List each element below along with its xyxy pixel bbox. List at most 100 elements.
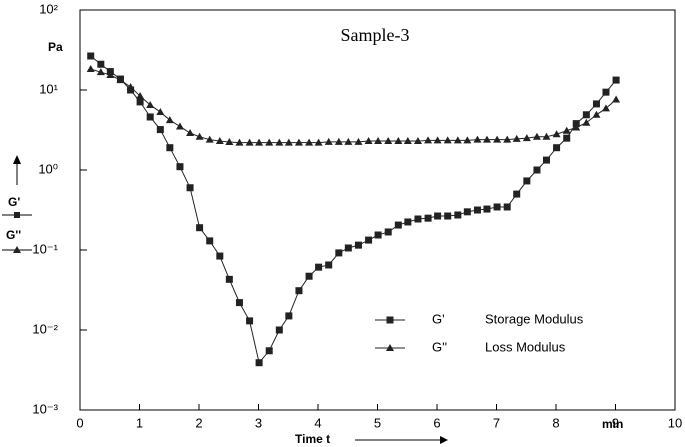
y-axis-symbol: [2, 212, 32, 218]
x-tick-label: 7: [493, 415, 500, 430]
marker: [156, 108, 165, 116]
marker: [186, 184, 194, 192]
series-line: [90, 68, 617, 144]
marker: [473, 206, 481, 214]
marker: [215, 137, 224, 145]
marker: [315, 263, 323, 271]
marker: [246, 317, 254, 325]
y-tick-label: 10⁻²: [32, 321, 58, 336]
marker: [374, 231, 382, 239]
marker: [285, 312, 293, 320]
x-tick-label: 8: [552, 415, 559, 430]
marker: [186, 129, 195, 137]
marker: [601, 104, 610, 112]
marker: [96, 68, 105, 76]
marker: [255, 359, 263, 367]
marker: [453, 136, 462, 144]
marker: [463, 136, 472, 144]
marker: [582, 111, 590, 119]
marker: [552, 130, 561, 138]
marker: [294, 138, 303, 146]
marker: [473, 135, 482, 143]
marker: [354, 137, 363, 145]
x-tick-label: 4: [314, 415, 321, 430]
legend-name: G': [432, 311, 445, 326]
marker: [305, 272, 313, 280]
marker: [354, 241, 362, 249]
marker: [592, 100, 600, 108]
marker: [146, 113, 154, 121]
marker: [374, 137, 383, 145]
marker: [542, 132, 551, 140]
marker: [334, 137, 343, 145]
marker: [424, 136, 433, 144]
marker: [364, 137, 373, 145]
marker: [305, 138, 314, 146]
marker: [463, 208, 471, 216]
y-axis-symbol: [2, 246, 32, 253]
marker: [532, 132, 541, 140]
y-tick-label: 10¹: [39, 81, 58, 96]
legend-marker: [386, 344, 394, 351]
marker: [86, 65, 95, 73]
y-unit: Pa: [48, 40, 63, 54]
marker: [97, 60, 105, 68]
marker: [503, 203, 511, 211]
x-tick-label: 9: [612, 415, 619, 430]
marker: [424, 214, 432, 222]
marker: [136, 92, 145, 100]
marker: [335, 249, 343, 257]
marker: [394, 137, 403, 145]
marker: [156, 126, 164, 134]
marker: [225, 275, 233, 283]
marker: [454, 211, 462, 219]
marker: [275, 138, 284, 146]
marker: [265, 138, 274, 146]
marker: [533, 166, 541, 174]
y-tick-label: 10⁻³: [32, 401, 58, 416]
marker: [414, 215, 422, 223]
marker: [493, 203, 501, 211]
marker: [235, 299, 243, 307]
marker: [503, 135, 512, 143]
x-tick-label: 2: [195, 415, 202, 430]
marker: [325, 261, 333, 269]
y-arrow: [13, 155, 21, 185]
marker: [394, 221, 402, 229]
marker: [106, 70, 115, 78]
marker: [404, 218, 412, 226]
marker: [165, 116, 174, 124]
marker: [434, 212, 442, 220]
x-unit: min: [602, 417, 623, 431]
marker: [87, 52, 95, 60]
marker: [275, 326, 283, 334]
marker: [146, 100, 155, 108]
marker: [205, 135, 214, 143]
marker: [126, 83, 135, 91]
marker: [572, 123, 581, 131]
chart-title: Sample-3: [341, 25, 410, 45]
y-tick-label: 10⁻¹: [32, 241, 58, 256]
x-tick-label: 0: [76, 415, 83, 430]
x-arrow: [355, 436, 448, 444]
marker: [553, 144, 561, 152]
y-tick-label: 10²: [39, 1, 58, 16]
legend-label: Storage Modulus: [485, 311, 584, 326]
marker: [225, 137, 234, 145]
marker: [175, 122, 184, 130]
marker: [255, 138, 264, 146]
marker: [493, 135, 502, 143]
marker: [166, 144, 174, 152]
marker: [513, 190, 521, 198]
marker: [542, 156, 550, 164]
marker: [206, 237, 214, 245]
x-axis-label: Time t: [295, 432, 330, 446]
marker: [512, 134, 521, 142]
plot-frame: [79, 9, 676, 411]
x-tick-label: 1: [136, 415, 143, 430]
marker: [612, 76, 620, 84]
x-tick-label: 6: [433, 415, 440, 430]
marker: [384, 228, 392, 236]
marker: [116, 76, 125, 84]
